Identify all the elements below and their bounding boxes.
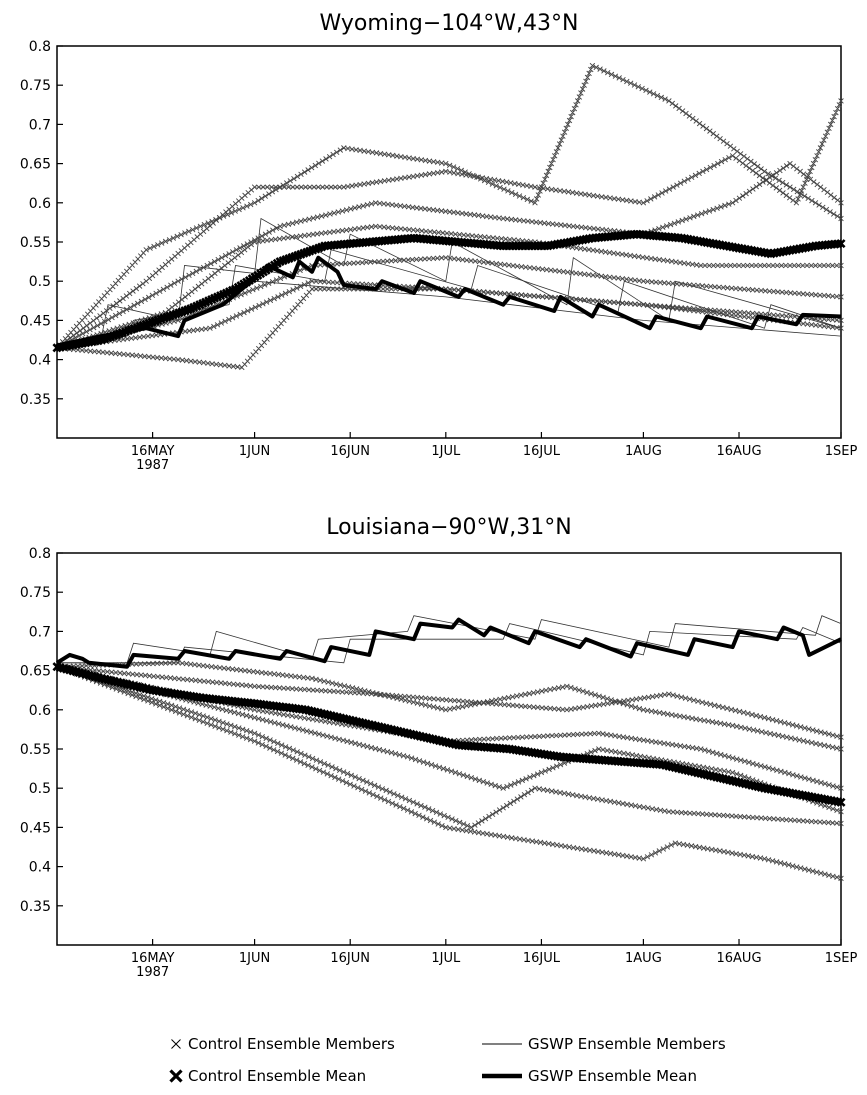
series-line xyxy=(56,255,842,348)
series-line xyxy=(56,288,842,368)
series-mean-x xyxy=(52,229,846,353)
x-tick-label: 16JUL xyxy=(523,444,561,459)
x-tick-label: 16JUL xyxy=(523,951,561,966)
y-tick-label: 0.7 xyxy=(29,117,51,133)
series-markers xyxy=(52,229,846,353)
series-member-line xyxy=(56,217,842,346)
series-line xyxy=(55,617,842,669)
series-member-x xyxy=(54,62,844,351)
y-tick-label: 0.6 xyxy=(29,196,51,212)
y-tick-label: 0.55 xyxy=(20,742,51,758)
legend-label: Control Ensemble Members xyxy=(188,1035,395,1053)
y-tick-label: 0.65 xyxy=(20,664,51,680)
series-markers xyxy=(54,62,844,351)
y-tick-label: 0.35 xyxy=(20,899,51,915)
series-mean-line xyxy=(56,255,842,348)
series-line xyxy=(57,615,842,664)
y-tick-label: 0.8 xyxy=(29,546,51,562)
legend-label: GSWP Ensemble Members xyxy=(528,1035,726,1053)
series-member-line xyxy=(57,615,842,664)
legend-marker-x xyxy=(171,1039,181,1049)
series-mean-line xyxy=(55,617,842,669)
x-tick-label: 16JUN xyxy=(330,951,370,966)
x-tick-label: 1AUG xyxy=(625,444,662,459)
series-line xyxy=(56,662,842,750)
x-tick-label: 1JUN xyxy=(239,444,270,459)
series-markers xyxy=(54,663,844,740)
x-tick-label: 16JUN xyxy=(330,444,370,459)
series-member-x xyxy=(54,663,844,831)
legend-item: Control Ensemble Mean xyxy=(169,1067,366,1085)
series-member-x xyxy=(54,663,844,740)
legend-item: GSWP Ensemble Mean xyxy=(482,1067,697,1085)
y-tick-label: 0.4 xyxy=(29,860,51,876)
y-tick-label: 0.35 xyxy=(20,392,51,408)
y-tick-label: 0.5 xyxy=(29,274,51,290)
chart-panel-louisiana: Louisiana−90°W,31°N 0.35 0.4 0.45 0.5 0.55 0.6… xyxy=(20,515,858,980)
y-tick-label: 0.45 xyxy=(20,313,51,329)
legend-label: Control Ensemble Mean xyxy=(188,1067,366,1085)
series-member-x xyxy=(54,286,844,371)
y-tick-label: 0.75 xyxy=(20,78,51,94)
chart-panel-wyoming: Wyoming−104°W,43°N 0.35 0.4 0.45 0.5 0.55 0.6 0… xyxy=(20,11,858,473)
legend: Control Ensemble Members GSWP Ensemble Me… xyxy=(169,1035,726,1085)
plot-frame xyxy=(56,552,842,946)
series-line xyxy=(56,217,842,346)
x-tick-label: 16AUG xyxy=(717,951,762,966)
legend-label: GSWP Ensemble Mean xyxy=(528,1067,697,1085)
y-tick-label: 0.8 xyxy=(29,39,51,55)
legend-item: Control Ensemble Members xyxy=(171,1035,395,1053)
x-tick-sublabel: 1987 xyxy=(136,965,169,980)
x-tick-label: 1JUN xyxy=(239,951,270,966)
x-tick-label: 1AUG xyxy=(625,951,662,966)
x-tick-label: 1JUL xyxy=(431,951,461,966)
series-markers xyxy=(52,662,846,807)
legend-marker-x xyxy=(169,1069,183,1083)
y-tick-label: 0.7 xyxy=(29,624,51,640)
y-tick-label: 0.75 xyxy=(20,585,51,601)
x-tick-label: 1SEP xyxy=(825,444,858,459)
y-tick-label: 0.6 xyxy=(29,703,51,719)
y-tick-label: 0.65 xyxy=(20,157,51,173)
x-tick-label: 1SEP xyxy=(825,951,858,966)
x-tick-label: 16MAY xyxy=(131,444,175,459)
series-mean-x xyxy=(52,662,846,807)
series-member-x xyxy=(54,663,844,882)
y-tick-label: 0.4 xyxy=(29,353,51,369)
x-tick-label: 1JUL xyxy=(431,444,461,459)
y-tick-label: 0.55 xyxy=(20,235,51,251)
x-tick-label: 16AUG xyxy=(717,444,762,459)
y-tick-label: 0.5 xyxy=(29,781,51,797)
legend-item: GSWP Ensemble Members xyxy=(482,1035,726,1053)
chart-title: Louisiana−90°W,31°N xyxy=(326,515,572,540)
chart-title: Wyoming−104°W,43°N xyxy=(320,11,579,36)
x-tick-sublabel: 1987 xyxy=(136,458,169,473)
y-tick-label: 0.45 xyxy=(20,820,51,836)
series-markers xyxy=(54,286,844,371)
x-tick-label: 16MAY xyxy=(131,951,175,966)
